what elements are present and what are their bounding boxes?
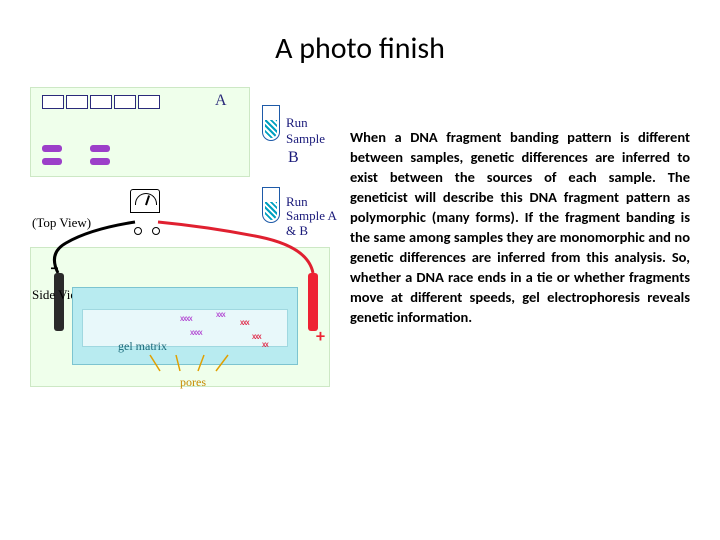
electrophoresis-diagram: A Run Sample B Run Sample A & B (Top Vie… [30,87,330,397]
content-row: A Run Sample B Run Sample A & B (Top Vie… [0,87,720,397]
text-column: When a DNA fragment banding pattern is d… [350,87,690,397]
pore-arrows-icon [30,87,330,397]
diagram-column: A Run Sample B Run Sample A & B (Top Vie… [30,87,330,397]
label-pores: pores [180,375,206,390]
slide-title: A photo finish [0,0,720,77]
body-paragraph: When a DNA fragment banding pattern is d… [350,127,690,327]
